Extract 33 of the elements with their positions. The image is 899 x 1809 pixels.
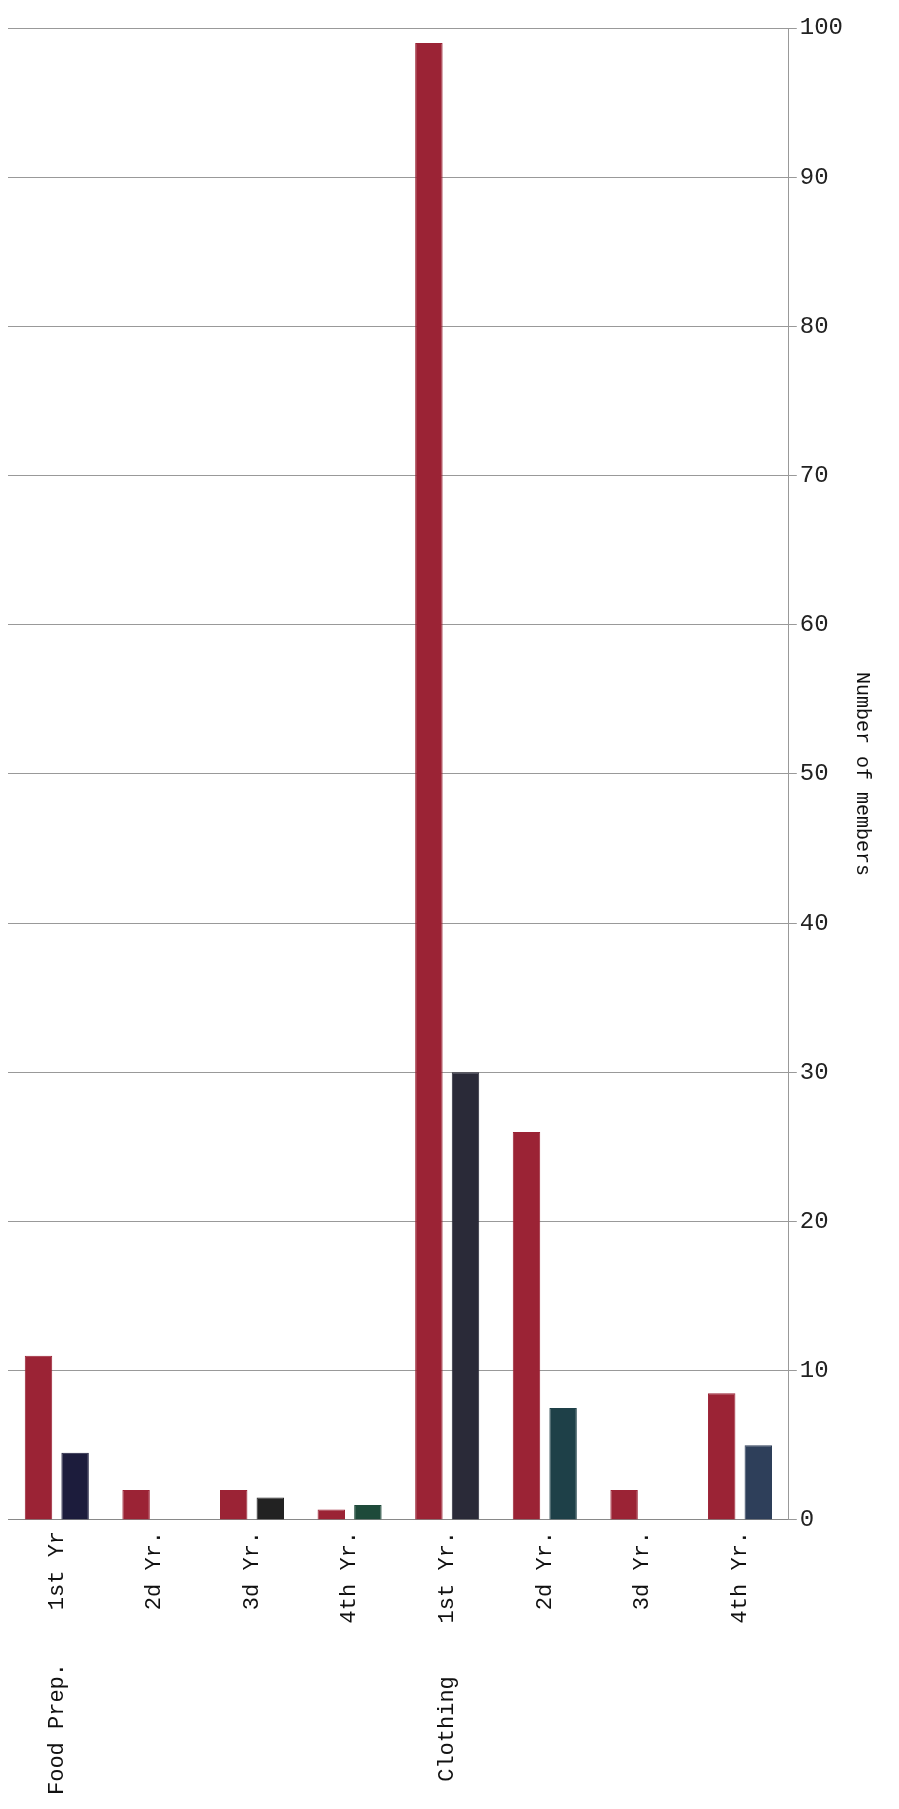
bar: [219, 1490, 248, 1520]
bar: [707, 1393, 736, 1520]
bar: [256, 1497, 285, 1520]
x-tick-label: Food Prep. 1st Yr: [44, 1530, 70, 1795]
y-axis-title: Number of members: [850, 671, 874, 876]
y-tick-label: 30: [799, 1058, 829, 1086]
x-tick-label: 3d Yr.: [239, 1530, 265, 1611]
y-tick-label: 20: [799, 1207, 829, 1235]
y-tick-label: 100: [799, 14, 844, 42]
bar: [512, 1132, 541, 1520]
x-tick-label: Clothing 1st Yr.: [435, 1530, 461, 1782]
x-tick-label: 3d Yr.: [630, 1530, 656, 1611]
bar: [744, 1445, 773, 1520]
bar: [415, 42, 443, 1520]
y-tick-label: 0: [799, 1506, 815, 1534]
x-tick-label: 4th Yr.: [727, 1530, 753, 1624]
x-tick-label: 2d Yr.: [142, 1530, 168, 1611]
y-tick-label: 70: [799, 461, 829, 489]
bar: [24, 1355, 53, 1520]
y-tick-label: 50: [799, 760, 829, 788]
y-tick-label: 90: [799, 163, 829, 191]
bar: [122, 1490, 150, 1520]
bar: [451, 1072, 480, 1520]
y-tick-label: 80: [799, 312, 829, 340]
x-tick-label: 2d Yr.: [532, 1530, 558, 1611]
x-tick-label: 4th Yr.: [337, 1530, 363, 1624]
y-tick-label: 10: [799, 1357, 829, 1385]
bar: [61, 1452, 89, 1520]
bar: [610, 1490, 638, 1520]
bar: [354, 1505, 382, 1520]
y-tick-label: 40: [799, 909, 829, 937]
bar: [549, 1408, 577, 1520]
y-tick-label: 60: [799, 611, 829, 639]
